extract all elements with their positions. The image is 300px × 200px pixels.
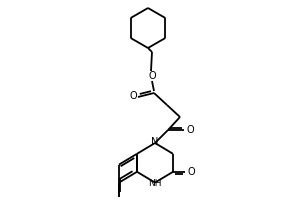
Text: O: O <box>129 91 137 101</box>
Text: O: O <box>186 125 194 135</box>
Text: N: N <box>151 137 159 147</box>
Text: O: O <box>187 167 195 177</box>
Text: O: O <box>148 71 156 81</box>
Text: NH: NH <box>148 179 162 188</box>
